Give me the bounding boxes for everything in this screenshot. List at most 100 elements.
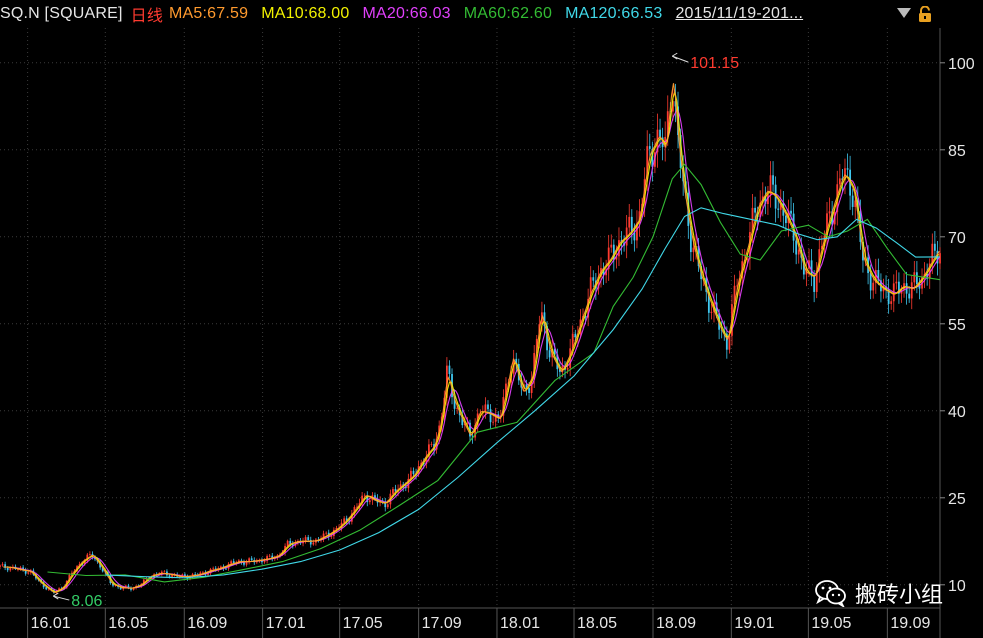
candle-body: [119, 587, 122, 590]
candle-body: [571, 333, 574, 349]
candle-body: [356, 506, 358, 508]
candle-body: [207, 573, 209, 575]
candle-body: [428, 444, 430, 457]
candle-body: [851, 195, 854, 207]
candle-body: [767, 194, 769, 205]
candle-body: [877, 270, 880, 281]
candle-body: [350, 513, 353, 522]
candle-body: [790, 210, 792, 214]
candle-body: [517, 364, 520, 381]
candle-body: [312, 542, 315, 545]
candle-body: [366, 495, 369, 503]
candle-body: [659, 129, 661, 138]
y-tick-label: 25: [948, 491, 966, 508]
watermark-text: 搬砖小组: [855, 583, 944, 608]
candle-body: [456, 407, 459, 409]
candle-body: [636, 223, 638, 241]
symbol-label[interactable]: SQ.N [SQUARE]: [0, 5, 123, 22]
candle-body: [268, 555, 271, 557]
candle-body: [677, 106, 679, 136]
candle-body: [24, 569, 27, 574]
lock-icon[interactable]: [918, 6, 932, 22]
candle-body: [535, 338, 538, 353]
candle-body: [6, 567, 9, 571]
y-tick-label: 100: [948, 56, 975, 73]
candle-body: [194, 574, 197, 575]
candle-body: [587, 298, 590, 318]
x-tick-label: 16.09: [187, 615, 227, 632]
candle-body: [797, 249, 800, 255]
candle-body: [374, 495, 376, 499]
x-tick-label: 17.09: [422, 615, 462, 632]
candle-body: [407, 478, 410, 489]
candle-body: [597, 276, 600, 289]
candle-body: [918, 284, 921, 289]
candle-body: [692, 247, 695, 253]
ma5-line: [3, 83, 940, 593]
candle-body: [738, 278, 741, 286]
dropdown-arrow-icon[interactable]: [897, 8, 911, 18]
candle-body: [772, 175, 774, 185]
y-tick-label: 85: [948, 143, 966, 160]
candle-body: [651, 148, 654, 167]
y-tick-label: 40: [948, 404, 966, 421]
candle-body: [607, 247, 610, 270]
x-tick-label: 17.01: [266, 615, 306, 632]
candle-body: [546, 326, 548, 351]
period-label[interactable]: 日线: [130, 8, 164, 25]
candle-body: [132, 587, 135, 590]
candle-body: [592, 277, 595, 281]
x-tick-label: 19.05: [811, 615, 851, 632]
candle-body: [795, 240, 798, 255]
candle-body: [461, 415, 464, 426]
candle-body: [836, 184, 839, 213]
ma20-line: [12, 108, 940, 592]
candle-body: [466, 422, 469, 424]
candle-body: [0, 565, 1, 567]
candle-body: [291, 544, 294, 546]
candle-body: [243, 562, 245, 565]
candle-body: [931, 243, 934, 264]
candle-body: [289, 540, 292, 545]
candle-body: [487, 404, 489, 410]
candle-body: [232, 561, 235, 564]
candle-body: [746, 258, 749, 260]
candle-body: [309, 539, 312, 545]
max-arrow-icon: [671, 52, 678, 60]
candle-body: [553, 348, 556, 355]
candle-body: [9, 567, 12, 571]
candle-body: [142, 579, 145, 585]
candle-body: [335, 527, 338, 530]
candle-body: [854, 200, 857, 207]
candle-body: [715, 302, 718, 314]
candle-body: [725, 333, 728, 350]
candle-body: [4, 564, 7, 568]
candle-body: [271, 555, 274, 559]
candle-body: [68, 574, 71, 582]
x-tick-label: 19.09: [890, 615, 930, 632]
candle-body: [345, 518, 348, 522]
candle-body: [494, 414, 497, 422]
wechat-icon: [815, 580, 846, 607]
ma120-label: MA120:66.53: [565, 5, 663, 22]
y-tick-label: 55: [948, 317, 966, 334]
candle-body: [88, 553, 91, 555]
candle-body: [528, 388, 530, 393]
candle-body: [430, 444, 433, 445]
candle-body: [248, 558, 251, 562]
candle-body: [453, 397, 456, 409]
date-range-link[interactable]: 2015/11/19-201...: [675, 5, 804, 22]
candle-body: [250, 558, 253, 560]
x-tick-label: 18.01: [500, 615, 540, 632]
candle-body: [846, 168, 849, 170]
candle-body: [127, 585, 130, 588]
candle-body: [764, 196, 767, 205]
candle-body: [505, 383, 507, 398]
candle-body: [589, 277, 592, 299]
x-tick-label: 19.01: [734, 615, 774, 632]
candle-body: [245, 561, 248, 565]
ma5-label: MA5:67.59: [169, 5, 249, 22]
candle-body: [266, 556, 269, 561]
candle-body: [864, 257, 867, 261]
